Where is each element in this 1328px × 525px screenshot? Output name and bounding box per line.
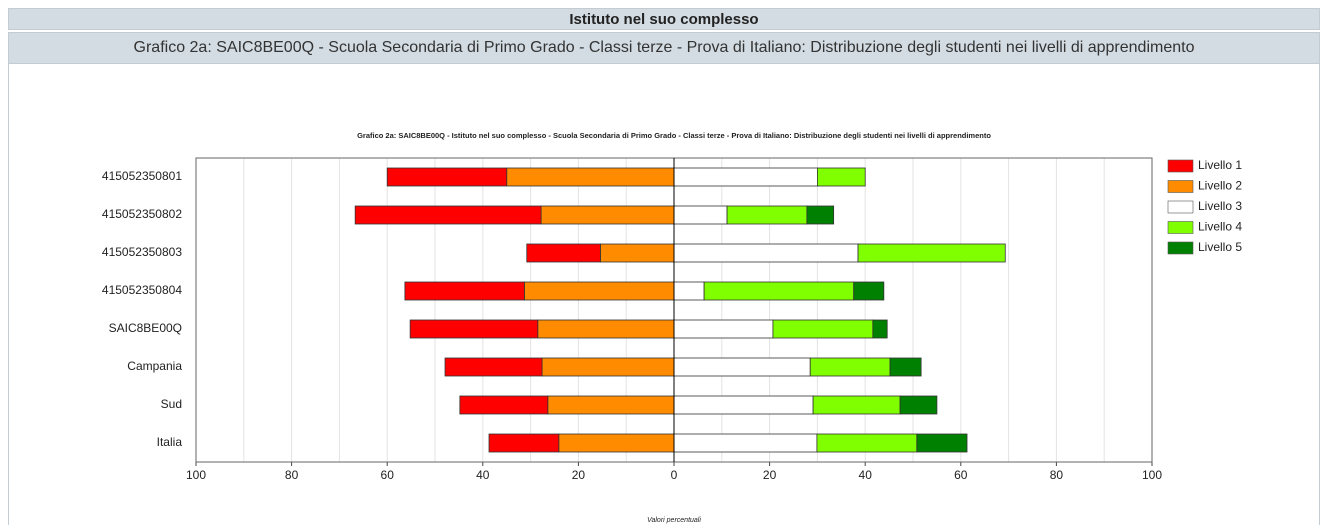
- section-header: Istituto nel suo complesso: [8, 8, 1320, 30]
- bar-segment: [853, 281, 885, 301]
- x-tick-label: 40: [859, 468, 873, 482]
- bar-segment: [540, 205, 675, 225]
- section-subtitle: Grafico 2a: SAIC8BE00Q - Scuola Secondar…: [8, 32, 1320, 64]
- bar-segment: [444, 357, 543, 377]
- bar-segment: [673, 281, 705, 301]
- legend-swatch: [1167, 159, 1194, 173]
- bar-segment: [526, 243, 601, 263]
- x-tick-label: 40: [476, 468, 490, 482]
- bar-segment: [703, 281, 855, 301]
- y-tick-label: 415052350804: [102, 283, 182, 297]
- bar-segment: [889, 357, 922, 377]
- bar-segment: [806, 205, 835, 225]
- bar-segment: [673, 319, 774, 339]
- y-tick-label: Campania: [127, 359, 182, 373]
- y-tick-label: 415052350801: [102, 169, 182, 183]
- bar-segment: [772, 319, 874, 339]
- x-tick-label: 20: [763, 468, 777, 482]
- bar-segment: [354, 205, 542, 225]
- bar-segment: [899, 395, 938, 415]
- chart-title: Grafico 2a: SAIC8BE00Q - Istituto nel su…: [357, 131, 991, 140]
- x-tick-label: 100: [1142, 468, 1162, 482]
- x-tick-label: 60: [381, 468, 395, 482]
- legend-label: Livello 4: [1198, 220, 1242, 234]
- bar-segment: [726, 205, 808, 225]
- legend-swatch: [1167, 200, 1194, 214]
- legend-label: Livello 3: [1198, 199, 1242, 213]
- bar-segment: [523, 281, 675, 301]
- bar-segment: [409, 319, 539, 339]
- y-tick-label: SAIC8BE00Q: [109, 321, 182, 335]
- bar-segment: [673, 243, 859, 263]
- bar-segment: [872, 319, 888, 339]
- legend-swatch: [1167, 221, 1194, 234]
- legend-swatch: [1167, 241, 1194, 255]
- bar-segment: [673, 433, 818, 453]
- y-tick-label: Sud: [161, 397, 182, 411]
- bar-segment: [673, 357, 811, 377]
- bar-segment: [541, 357, 675, 377]
- y-tick-label: Italia: [157, 435, 183, 449]
- bar-segment: [547, 395, 675, 415]
- x-tick-label: 100: [186, 468, 206, 482]
- legend-label: Livello 5: [1198, 240, 1242, 254]
- x-tick-label: 80: [1050, 468, 1064, 482]
- bar-segment: [673, 205, 728, 225]
- x-tick-label: 60: [954, 468, 968, 482]
- bar-segment: [488, 433, 560, 453]
- legend-label: Livello 1: [1198, 158, 1242, 172]
- bar-segment: [916, 433, 968, 453]
- bar-segment: [599, 243, 675, 263]
- bar-segment: [558, 433, 675, 453]
- x-tick-label: 80: [285, 468, 299, 482]
- bar-segment: [816, 433, 918, 453]
- bar-segment: [812, 395, 901, 415]
- bar-segment: [673, 395, 814, 415]
- x-tick-label: 20: [572, 468, 586, 482]
- x-axis-label: Valori percentuali: [647, 517, 701, 524]
- legend-swatch: [1167, 180, 1194, 193]
- y-tick-label: 415052350803: [102, 245, 182, 259]
- legend-label: Livello 2: [1198, 179, 1242, 193]
- bar-segment: [537, 319, 675, 339]
- bar-segment: [817, 167, 866, 187]
- y-tick-label: 415052350802: [102, 207, 182, 221]
- bar-segment: [809, 357, 891, 377]
- panel: [8, 64, 1320, 525]
- bar-segment: [386, 167, 508, 187]
- x-tick-label: 0: [671, 468, 678, 482]
- bar-segment: [404, 281, 525, 301]
- bar-segment: [506, 167, 675, 187]
- bar-segment: [459, 395, 549, 415]
- bar-segment: [857, 243, 1006, 263]
- bar-segment: [673, 167, 818, 187]
